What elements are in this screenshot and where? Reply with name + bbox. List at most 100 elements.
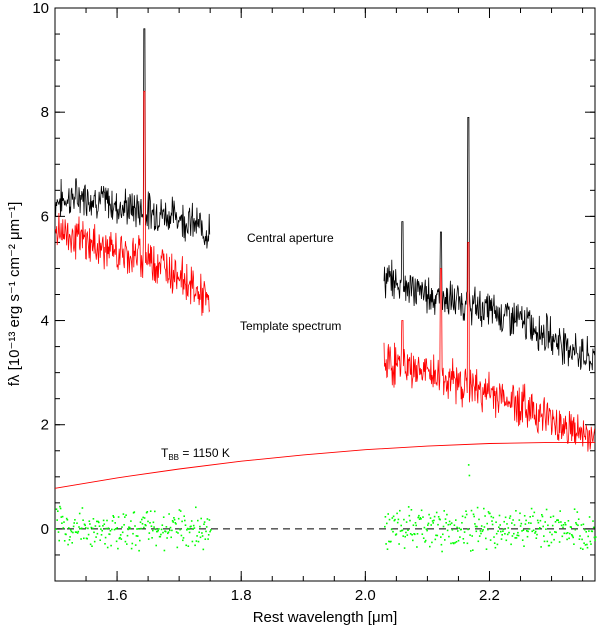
residual-point xyxy=(400,525,402,527)
residual-point xyxy=(56,519,58,521)
residual-point xyxy=(434,516,436,518)
residual-point xyxy=(104,543,106,545)
residual-point xyxy=(100,528,102,530)
x-tick-label: 1.6 xyxy=(107,587,128,604)
residual-point xyxy=(403,519,405,521)
residual-point xyxy=(512,519,514,521)
residual-point xyxy=(567,532,569,534)
residual-point xyxy=(426,528,428,530)
residual-point xyxy=(587,547,589,549)
residual-point xyxy=(138,528,140,530)
plot-frame xyxy=(55,8,595,581)
residual-point xyxy=(114,522,116,524)
residual-point xyxy=(461,522,463,524)
residual-point xyxy=(147,521,149,523)
residual-point xyxy=(73,522,75,524)
residual-point xyxy=(142,517,144,519)
residual-point xyxy=(519,519,521,521)
residual-point xyxy=(93,532,95,534)
residual-point xyxy=(183,515,185,517)
residual-point xyxy=(559,510,561,512)
annotation-central: Central aperture xyxy=(247,231,334,245)
residual-point xyxy=(93,518,95,520)
residual-point xyxy=(172,521,174,523)
residual-point xyxy=(517,532,519,534)
residual-point xyxy=(508,527,510,529)
residual-point xyxy=(540,546,542,548)
residual-point xyxy=(549,532,551,534)
residual-point xyxy=(415,522,417,524)
residual-point xyxy=(453,543,455,545)
residual-point xyxy=(588,530,590,532)
residual-point xyxy=(458,527,460,529)
residual-point xyxy=(478,519,480,521)
residual-point xyxy=(145,525,147,527)
residual-point xyxy=(443,510,445,512)
residual-point xyxy=(456,541,458,543)
residual-point xyxy=(74,519,76,521)
residual-point xyxy=(437,524,439,526)
residual-point xyxy=(483,508,485,510)
residual-point xyxy=(103,520,105,522)
residual-point xyxy=(76,522,78,524)
residual-point xyxy=(544,521,546,523)
residual-point xyxy=(439,519,441,521)
residual-point xyxy=(162,532,164,534)
residual-point xyxy=(580,548,582,550)
y-tick-label: 4 xyxy=(41,313,49,330)
residual-point xyxy=(407,529,409,531)
residual-point xyxy=(162,524,164,526)
residual-point xyxy=(521,523,523,525)
residual-point xyxy=(202,535,204,537)
residual-point xyxy=(516,537,518,539)
residual-point xyxy=(70,529,72,531)
residual-point xyxy=(196,535,198,537)
residual-point xyxy=(534,512,536,514)
residual-point xyxy=(514,524,516,526)
residual-point xyxy=(148,538,150,540)
residual-point xyxy=(553,516,555,518)
residual-point xyxy=(413,524,415,526)
residual-point xyxy=(562,527,564,529)
residual-point xyxy=(533,530,535,532)
residual-point xyxy=(188,528,190,530)
residual-point xyxy=(151,537,153,539)
residual-point xyxy=(123,513,125,515)
residual-point xyxy=(445,522,447,524)
residual-point xyxy=(161,529,163,531)
residual-point xyxy=(183,537,185,539)
residual-point xyxy=(392,517,394,519)
residual-point xyxy=(105,537,107,539)
residual-point xyxy=(523,529,525,531)
residual-point xyxy=(572,537,574,539)
residual-point xyxy=(557,519,559,521)
residual-point xyxy=(462,516,464,518)
residual-point xyxy=(190,526,192,528)
residual-point xyxy=(418,515,420,517)
residual-point xyxy=(559,541,561,543)
residual-point xyxy=(594,540,596,542)
residual-point xyxy=(396,513,398,515)
residual-point xyxy=(587,536,589,538)
residual-point xyxy=(82,507,84,509)
residual-point xyxy=(206,526,208,528)
residual-point xyxy=(127,529,129,531)
x-tick-label: 2.2 xyxy=(479,587,500,604)
residual-point xyxy=(122,532,124,534)
residual-point xyxy=(467,529,469,531)
residual-point xyxy=(131,548,133,550)
residual-point xyxy=(506,540,508,542)
residual-point xyxy=(205,531,207,533)
residual-point xyxy=(137,535,139,537)
residual-point xyxy=(512,535,514,537)
residual-point xyxy=(58,540,60,542)
residual-point xyxy=(385,516,387,518)
residual-point xyxy=(592,531,594,533)
residual-point xyxy=(174,519,176,521)
residual-point xyxy=(525,523,527,525)
residual-point xyxy=(454,542,456,544)
residual-point xyxy=(455,519,457,521)
residual-point xyxy=(459,536,461,538)
residual-point xyxy=(56,508,58,510)
annotation-template: Template spectrum xyxy=(240,319,341,333)
